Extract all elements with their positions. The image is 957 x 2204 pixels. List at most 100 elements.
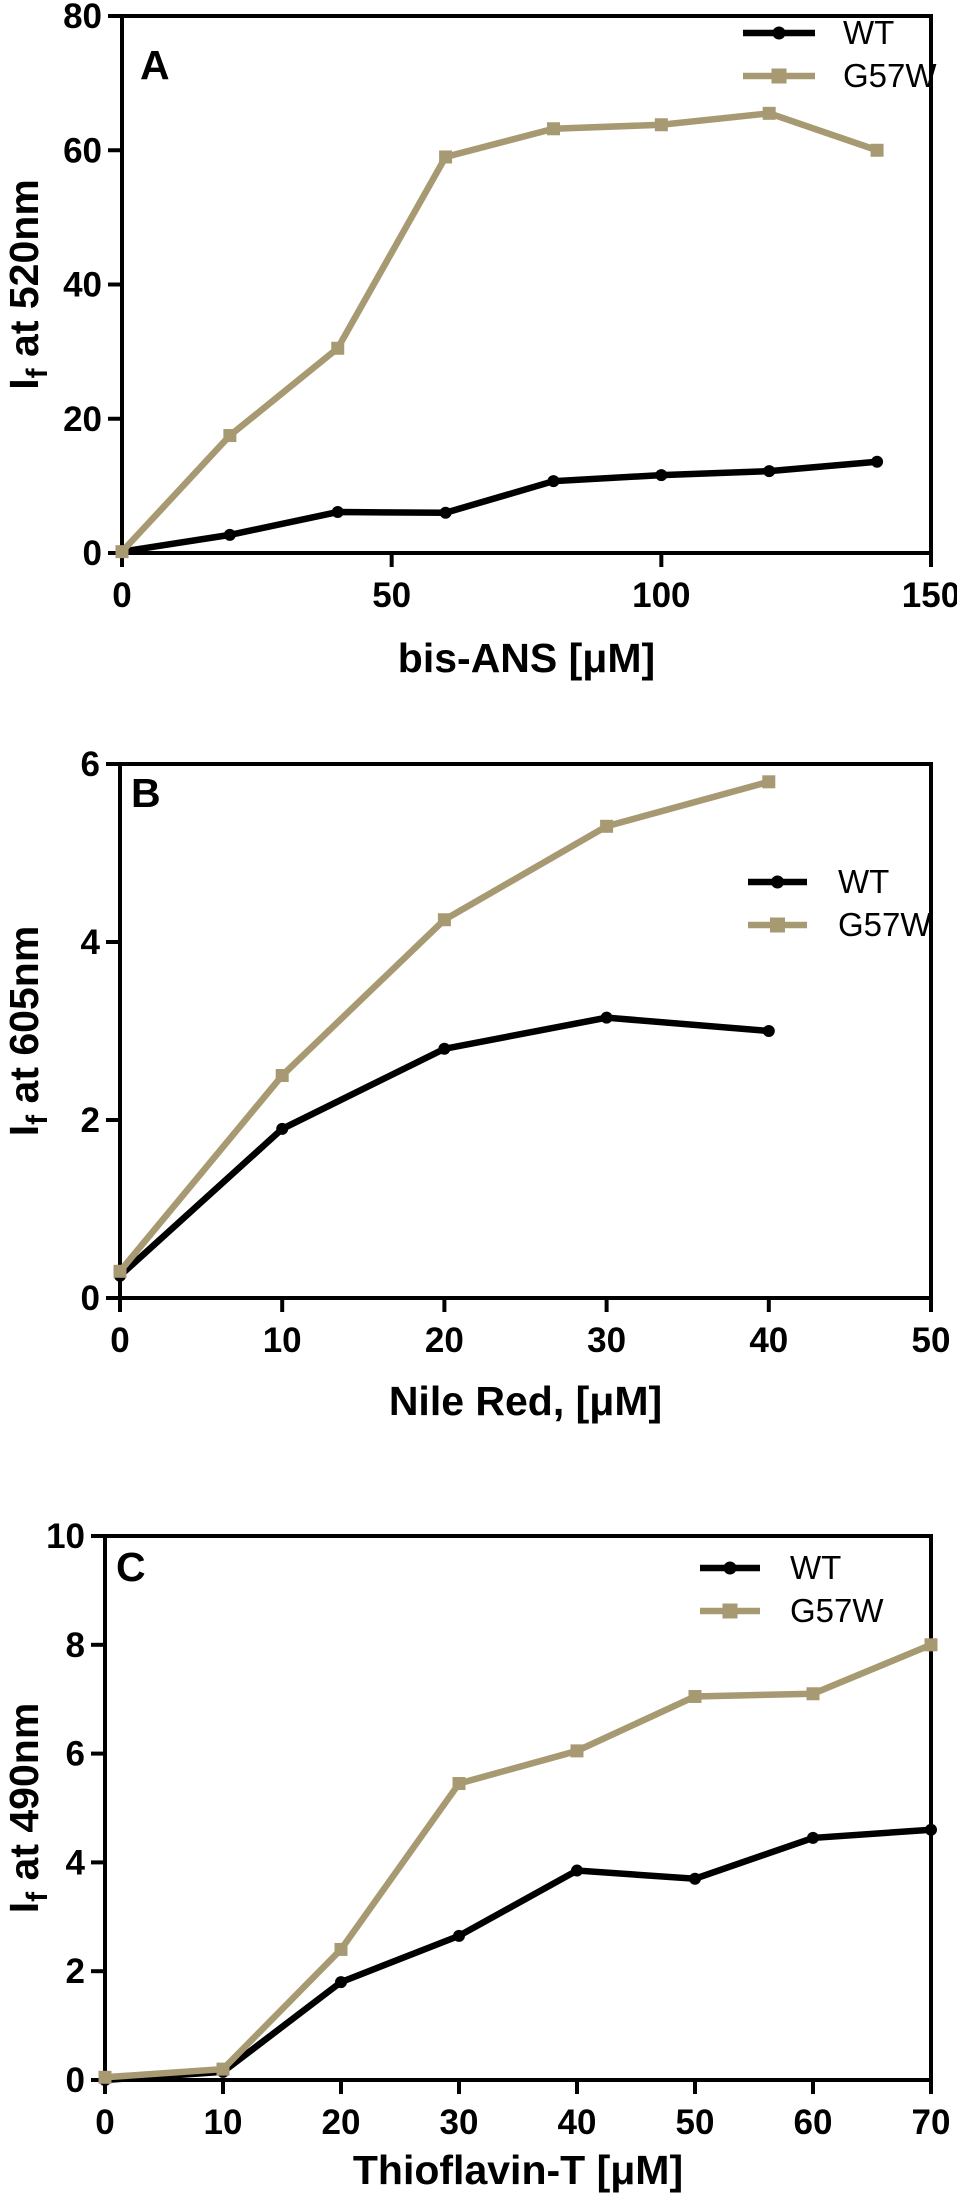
legend-item-wt: WT bbox=[748, 863, 889, 900]
data-point-g57w bbox=[924, 1638, 938, 1652]
data-point-wt bbox=[807, 1831, 819, 1844]
plot-frame bbox=[103, 1534, 933, 2082]
legend-item-g57w: G57W bbox=[743, 57, 937, 94]
data-point-wt bbox=[871, 455, 884, 468]
y-tick-label: 10 bbox=[46, 1517, 85, 1556]
x-tick-label: 70 bbox=[912, 2103, 951, 2142]
legend-label-wt: WT bbox=[843, 14, 894, 51]
data-point-wt bbox=[335, 1976, 347, 1989]
x-tick-label: 20 bbox=[322, 2103, 361, 2142]
y-tick-label: 2 bbox=[66, 1952, 85, 1991]
data-point-wt bbox=[438, 1042, 451, 1055]
y-axis-title-main: I bbox=[1, 1902, 47, 1913]
legend-marker-circle bbox=[723, 1561, 737, 1575]
x-tick-label: 150 bbox=[902, 576, 957, 615]
legend-label-g57w: G57W bbox=[838, 906, 932, 943]
y-tick-label: 20 bbox=[63, 400, 102, 439]
legend-label-wt: WT bbox=[790, 1549, 841, 1586]
legend: WT G57W bbox=[743, 14, 937, 94]
data-point-g57w bbox=[762, 775, 776, 789]
y-tick-label: 8 bbox=[66, 1626, 85, 1665]
panel-label-c: C bbox=[116, 1544, 146, 1590]
data-point-g57w bbox=[223, 429, 237, 443]
data-point-g57w bbox=[452, 1777, 466, 1791]
data-point-wt bbox=[762, 1025, 775, 1037]
data-point-wt bbox=[689, 1872, 701, 1885]
x-tick-label: 0 bbox=[110, 1321, 129, 1360]
x-tick-label: 10 bbox=[204, 2103, 243, 2142]
y-axis-title: If at 520nm bbox=[1, 179, 54, 390]
y-axis-title-sub: f bbox=[21, 1114, 54, 1125]
x-tick-label: 40 bbox=[558, 2103, 597, 2142]
x-tick-label: 40 bbox=[749, 1321, 788, 1360]
x-tick-label: 50 bbox=[676, 2103, 715, 2142]
y-axis-title: If at 605nm bbox=[1, 926, 54, 1137]
x-axis-title: Nile Red, [μM] bbox=[389, 1378, 662, 1424]
x-tick-label: 50 bbox=[372, 576, 411, 615]
data-point-g57w bbox=[113, 1264, 127, 1278]
data-point-g57w bbox=[762, 106, 776, 120]
data-point-wt bbox=[763, 465, 776, 478]
data-point-wt bbox=[600, 1011, 613, 1024]
x-axis-title: Thioflavin-T [μM] bbox=[353, 2147, 683, 2193]
data-point-wt bbox=[439, 506, 452, 519]
y-axis-title: If at 490nm bbox=[1, 1703, 54, 1914]
y-axis-title-rest: at 605nm bbox=[1, 926, 47, 1115]
data-point-wt bbox=[925, 1823, 937, 1836]
x-axis-title: bis-ANS [μM] bbox=[398, 635, 655, 681]
series-wt bbox=[116, 455, 884, 558]
y-tick-label: 60 bbox=[63, 131, 102, 170]
x-tick-label: 0 bbox=[112, 576, 131, 615]
series-line-wt bbox=[117, 1014, 770, 1279]
legend-label-g57w: G57W bbox=[843, 57, 937, 94]
x-tick-label: 20 bbox=[425, 1321, 464, 1360]
data-point-g57w bbox=[870, 143, 884, 157]
x-tick-label: 60 bbox=[794, 2103, 833, 2142]
y-axis-title-sub: f bbox=[21, 367, 54, 378]
y-tick-label: 0 bbox=[81, 1279, 100, 1318]
y-tick-label: 0 bbox=[66, 2061, 85, 2100]
series-g57w bbox=[98, 1638, 938, 2084]
y-tick-label: 0 bbox=[83, 534, 102, 573]
legend-item-g57w: G57W bbox=[700, 1592, 884, 1629]
panel-b: 0 2 4 6 0 10 20 30 40 50 Nile Red, [μM] If at 605nm… bbox=[1, 745, 950, 1424]
data-point-g57w bbox=[98, 2070, 112, 2084]
data-point-g57w bbox=[437, 913, 451, 927]
y-axis-title-main: I bbox=[1, 1125, 47, 1136]
x-tick-label: 10 bbox=[263, 1321, 302, 1360]
data-point-g57w bbox=[334, 1942, 348, 1956]
legend-marker-circle bbox=[772, 26, 786, 40]
data-point-wt bbox=[453, 1929, 465, 1942]
data-point-g57w bbox=[654, 118, 668, 132]
legend: WT G57W bbox=[700, 1549, 884, 1629]
y-tick-label: 80 bbox=[63, 0, 102, 36]
data-point-g57w bbox=[806, 1687, 820, 1701]
legend-item-wt: WT bbox=[700, 1549, 841, 1586]
y-axis-title-sub: f bbox=[21, 1891, 54, 1902]
series-wt bbox=[114, 1011, 775, 1282]
data-point-g57w bbox=[546, 122, 560, 136]
plot-frame bbox=[118, 762, 933, 1300]
data-point-g57w bbox=[115, 545, 129, 559]
y-axis-title-rest: at 520nm bbox=[1, 179, 47, 368]
legend-label-g57w: G57W bbox=[790, 1592, 884, 1629]
data-point-g57w bbox=[331, 341, 345, 355]
panel-label-a: A bbox=[140, 42, 170, 88]
data-point-g57w bbox=[275, 1069, 289, 1082]
x-tick-label: 100 bbox=[632, 576, 690, 615]
legend-label-wt: WT bbox=[838, 863, 889, 900]
x-tick-label: 30 bbox=[587, 1321, 626, 1360]
y-axis-title-main: I bbox=[1, 378, 47, 389]
data-point-wt bbox=[547, 475, 560, 488]
y-tick-label: 6 bbox=[66, 1735, 85, 1774]
panel-label-b: B bbox=[131, 770, 161, 816]
legend-marker-square bbox=[722, 1603, 738, 1619]
y-tick-label: 2 bbox=[81, 1101, 100, 1140]
y-tick-label: 6 bbox=[81, 745, 100, 784]
series-g57w bbox=[115, 106, 884, 559]
panel-c: 0 2 4 6 8 10 0 10 20 30 40 50 60 70 Thioflavin-T [μM] I… bbox=[1, 1517, 950, 2193]
legend-marker-square bbox=[770, 917, 785, 933]
y-axis-title-rest: at 490nm bbox=[1, 1703, 47, 1892]
